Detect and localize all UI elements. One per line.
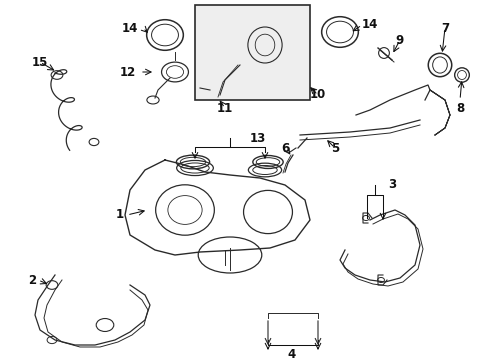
Text: 6: 6	[280, 141, 288, 154]
Text: 7: 7	[440, 22, 448, 35]
Text: 14: 14	[122, 22, 138, 35]
Text: 10: 10	[309, 89, 325, 102]
Text: 3: 3	[387, 179, 395, 192]
Text: 12: 12	[120, 66, 136, 78]
Text: 5: 5	[330, 141, 339, 154]
Text: 2: 2	[28, 274, 36, 287]
Text: 14: 14	[361, 18, 377, 31]
Text: 11: 11	[217, 102, 233, 114]
Text: 4: 4	[287, 348, 296, 360]
FancyBboxPatch shape	[195, 5, 309, 100]
Text: 13: 13	[249, 131, 265, 144]
Text: 8: 8	[455, 102, 463, 114]
Text: 1: 1	[116, 208, 124, 221]
Text: 15: 15	[32, 55, 48, 68]
Text: 9: 9	[395, 33, 403, 46]
